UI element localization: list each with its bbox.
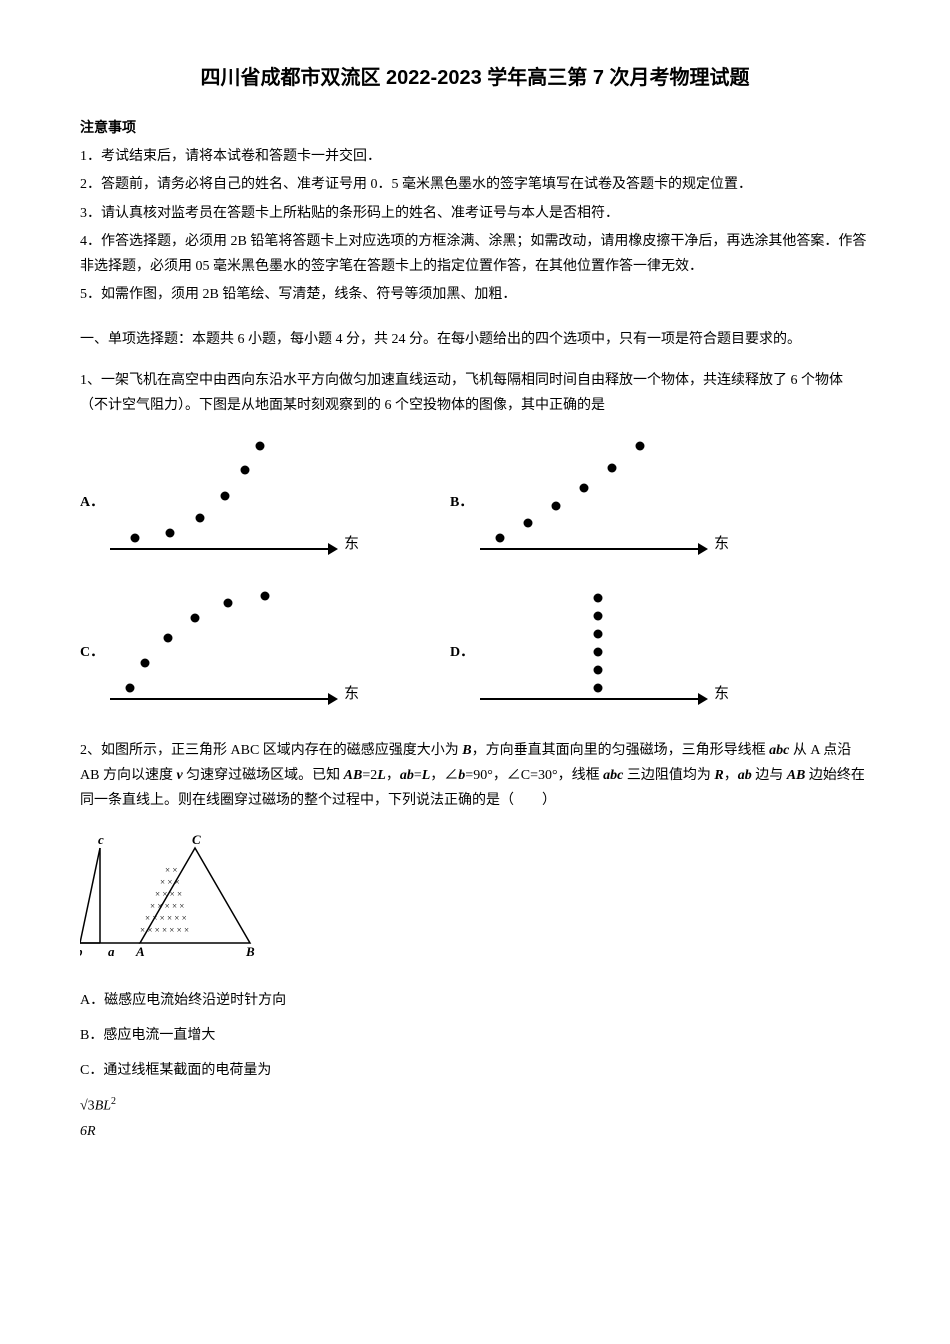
trajectory-dot — [126, 683, 135, 692]
q1-label-b: B． — [450, 490, 480, 515]
instructions-block: 注意事项 1．考试结束后，请将本试卷和答题卡一并交回． 2．答题前，请务必将自己… — [80, 116, 870, 307]
q1-diagram-a: 东 — [110, 438, 390, 568]
q1-label-d: D． — [450, 640, 480, 665]
east-label: 东 — [714, 531, 729, 558]
trajectory-dot — [221, 491, 230, 500]
svg-text:× × × ×: × × × × — [155, 889, 182, 899]
instruction-item: 4．作答选择题，必须用 2B 铅笔将答题卡上对应选项的方框涂满、涂黑；如需改动，… — [80, 229, 870, 279]
q2-text: 2、如图所示，正三角形 ABC 区域内存在的磁感应强度大小为 B，方向垂直其面向… — [80, 738, 870, 814]
arrow-icon — [698, 693, 708, 705]
trajectory-dot — [191, 613, 200, 622]
svg-text:× × × × × × ×: × × × × × × × — [140, 925, 189, 935]
arrow-icon — [328, 543, 338, 555]
label-b-small: b — [80, 944, 83, 958]
arrow-icon — [698, 543, 708, 555]
label-C-big: C — [192, 832, 201, 847]
trajectory-dot — [594, 683, 603, 692]
q2-option-c: C．通过线框某截面的电荷量为 — [80, 1058, 870, 1083]
q2-options: A．磁感应电流始终沿逆时针方向 B．感应电流一直增大 C．通过线框某截面的电荷量… — [80, 988, 870, 1145]
ground-line — [480, 698, 700, 700]
trajectory-dot — [131, 533, 140, 542]
ground-line — [480, 548, 700, 550]
svg-text:× × ×: × × × — [160, 877, 180, 887]
q1-diagram-b: 东 — [480, 438, 760, 568]
svg-text:× × × × ×: × × × × × — [150, 901, 184, 911]
q1-label-a: A． — [80, 490, 110, 515]
label-B-big: B — [245, 944, 255, 958]
trajectory-dot — [524, 518, 533, 527]
q2-option-a: A．磁感应电流始终沿逆时针方向 — [80, 988, 870, 1013]
label-a-small: a — [108, 944, 115, 958]
q1-diagram-c: 东 — [110, 588, 390, 718]
trajectory-dot — [256, 441, 265, 450]
east-label: 东 — [714, 681, 729, 708]
east-label: 东 — [344, 531, 359, 558]
trajectory-dot — [594, 665, 603, 674]
trajectory-dot — [496, 533, 505, 542]
q2-option-b: B．感应电流一直增大 — [80, 1023, 870, 1048]
trajectory-dot — [261, 591, 270, 600]
label-c-small: c — [98, 832, 104, 847]
arrow-icon — [328, 693, 338, 705]
trajectory-dot — [241, 465, 250, 474]
trajectory-dot — [580, 483, 589, 492]
section1-intro: 一、单项选择题：本题共 6 小题，每小题 4 分，共 24 分。在每小题给出的四… — [80, 327, 870, 352]
q1-row-ab: A． 东 B． 东 — [80, 438, 870, 568]
instruction-item: 5．如需作图，须用 2B 铅笔绘、写清楚，线条、符号等须加黑、加粗． — [80, 282, 870, 307]
q1-diagram-d: 东 — [480, 588, 760, 718]
instructions-header: 注意事项 — [80, 116, 870, 141]
question-2: 2、如图所示，正三角形 ABC 区域内存在的磁感应强度大小为 B，方向垂直其面向… — [80, 738, 870, 1145]
svg-text:× ×: × × — [165, 865, 177, 875]
instruction-item: 2．答题前，请务必将自己的姓名、准考证号用 0．5 毫米黑色墨水的签字笔填写在试… — [80, 172, 870, 197]
instruction-item: 3．请认真核对监考员在答题卡上所粘贴的条形码上的姓名、准考证号与本人是否相符． — [80, 201, 870, 226]
ground-line — [110, 548, 330, 550]
instruction-item: 1．考试结束后，请将本试卷和答题卡一并交回． — [80, 144, 870, 169]
trajectory-dot — [164, 633, 173, 642]
trajectory-dot — [196, 513, 205, 522]
svg-text:× × × × × ×: × × × × × × — [145, 913, 187, 923]
ground-line — [110, 698, 330, 700]
trajectory-dot — [594, 647, 603, 656]
trajectory-dot — [608, 463, 617, 472]
exam-title: 四川省成都市双流区 2022-2023 学年高三第 7 次月考物理试题 — [80, 60, 870, 96]
east-label: 东 — [344, 681, 359, 708]
label-A-big: A — [135, 944, 145, 958]
trajectory-dot — [141, 658, 150, 667]
q1-row-cd: C． 东 D． 东 — [80, 588, 870, 718]
q1-text: 1、一架飞机在高空中由西向东沿水平方向做匀加速直线运动，飞机每隔相同时间自由释放… — [80, 368, 870, 418]
trajectory-dot — [594, 593, 603, 602]
q1-label-c: C． — [80, 640, 110, 665]
trajectory-dot — [594, 611, 603, 620]
trajectory-dot — [552, 501, 561, 510]
trajectory-dot — [224, 598, 233, 607]
trajectory-dot — [166, 528, 175, 537]
question-1: 1、一架飞机在高空中由西向东沿水平方向做匀加速直线运动，飞机每隔相同时间自由释放… — [80, 368, 870, 718]
trajectory-dot — [594, 629, 603, 638]
q2-figure: × × × × × × × × × × × × × × × × × × × × … — [80, 828, 870, 967]
q2-triangle-diagram: × × × × × × × × × × × × × × × × × × × × … — [80, 828, 260, 958]
trajectory-dot — [636, 441, 645, 450]
